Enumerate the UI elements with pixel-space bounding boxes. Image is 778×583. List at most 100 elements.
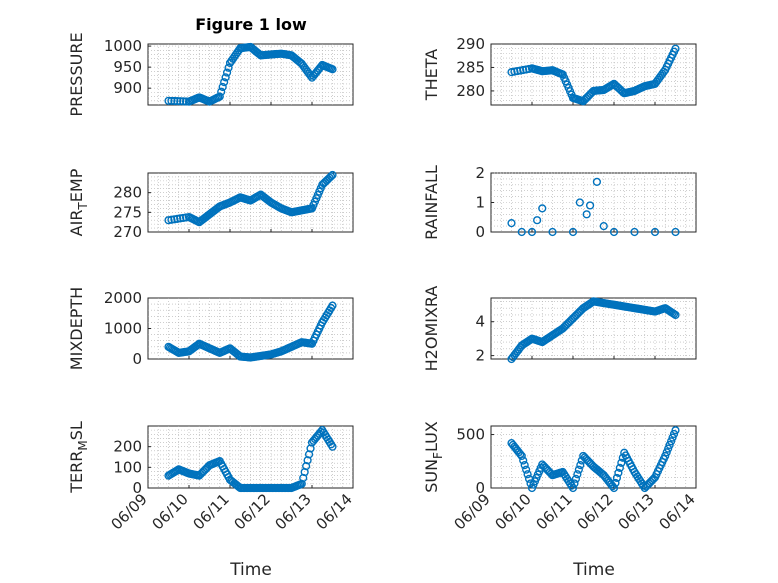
data-point [661, 451, 670, 461]
x-tick-label: 06/10 [492, 490, 535, 533]
figure-title: Figure 1 low [195, 15, 307, 34]
data-point [614, 468, 623, 477]
data-point [533, 216, 542, 225]
data-point [664, 444, 673, 453]
y-tick-label: 500 [456, 426, 485, 444]
data-point [220, 78, 229, 87]
data-point [662, 448, 671, 457]
y-tick-label: 0 [132, 479, 142, 497]
data-point [181, 213, 191, 222]
y-tick-label: 275 [113, 203, 142, 221]
data-point [568, 483, 578, 493]
y-tick-label: 1000 [104, 37, 142, 55]
data-point [538, 204, 547, 213]
data-point [669, 429, 679, 439]
data-point [326, 172, 336, 181]
data-point [522, 465, 531, 474]
subplot-6: 2 4 H2OMIXRA [422, 286, 697, 371]
y-tick-label: 100 [113, 458, 142, 476]
x-tick-label: 06/10 [149, 490, 192, 533]
y-tick-label: 950 [113, 58, 142, 76]
data-point [193, 340, 202, 349]
y-axis-label: MIXDEPTH [67, 287, 86, 370]
data-point [222, 68, 232, 77]
data-point [218, 82, 227, 92]
data-point [671, 227, 680, 237]
data-point [617, 458, 626, 467]
data-point [328, 442, 337, 451]
data-point [519, 456, 528, 465]
series-points [507, 297, 680, 364]
subplot-1: 900 950 1000 PRESSURE [67, 32, 354, 117]
data-point [176, 214, 185, 223]
x-tick-label: 06/14 [313, 490, 356, 533]
data-point [527, 227, 537, 237]
x-tick-label: 06/12 [574, 490, 617, 533]
y-tick-label: 0 [475, 223, 485, 241]
x-tick-label: 06/14 [656, 490, 699, 533]
y-tick-label: 2 [475, 347, 485, 365]
series-points [164, 301, 337, 362]
y-tick-label: 4 [475, 313, 485, 331]
data-point [582, 210, 591, 219]
data-point [573, 470, 582, 479]
data-point [167, 96, 176, 106]
y-axis-label: SUNFLUX [422, 421, 445, 493]
y-axis-label: AIRTEMP [67, 168, 90, 236]
data-point [217, 87, 226, 96]
y-axis-label: RAINFALL [422, 165, 441, 240]
x-tick-label: 06/09 [108, 490, 151, 533]
data-point [630, 227, 639, 237]
y-tick-label: 200 [113, 438, 142, 456]
data-point [167, 215, 176, 224]
data-point [609, 483, 619, 493]
data-point [609, 227, 619, 237]
data-point [221, 73, 230, 82]
series-points [164, 426, 337, 493]
y-tick-label: 900 [113, 79, 142, 97]
data-point [585, 201, 595, 210]
data-point [170, 215, 179, 224]
data-point [599, 222, 608, 231]
data-point [164, 216, 173, 225]
data-point [173, 214, 182, 223]
data-point [570, 479, 579, 488]
data-point [164, 96, 173, 105]
data-point [665, 440, 674, 450]
data-point [592, 177, 602, 186]
x-axis-label-left: Time [229, 560, 272, 580]
data-point [328, 301, 337, 310]
data-point [523, 470, 532, 479]
series-points [507, 177, 680, 237]
y-tick-label: 280 [456, 82, 485, 100]
y-tick-label: 290 [456, 35, 485, 53]
data-point [576, 460, 585, 470]
y-tick-label: 0 [132, 350, 142, 368]
subplot-8: 0 500 SUNFLUX 06/0906/1006/1106/1206/1306/1… [422, 421, 699, 533]
y-tick-label: 270 [113, 223, 142, 241]
x-tick-label: 06/11 [533, 490, 576, 533]
x-axis-label-right: Time [572, 560, 615, 580]
data-point [668, 433, 677, 442]
y-tick-label: 280 [113, 184, 142, 202]
y-tick-label: 1000 [104, 320, 142, 338]
data-point [516, 449, 525, 459]
data-point [173, 97, 182, 106]
data-point [568, 227, 578, 237]
data-point [176, 97, 185, 106]
x-tick-label: 06/09 [451, 490, 494, 533]
data-point [328, 170, 337, 180]
y-tick-label: 2 [475, 164, 485, 182]
data-point [181, 97, 191, 106]
subplot-2: 280 285 290 THETA [422, 35, 697, 106]
data-point [612, 473, 622, 483]
data-point [650, 227, 660, 237]
x-tick-label: 06/13 [272, 490, 315, 533]
y-tick-label: 285 [456, 58, 485, 76]
y-tick-label: 1 [475, 194, 485, 212]
subplot-7: 0 100 200 TERRMSL 06/0906/1006/1106/1206/130… [67, 421, 356, 533]
data-point [671, 44, 680, 53]
